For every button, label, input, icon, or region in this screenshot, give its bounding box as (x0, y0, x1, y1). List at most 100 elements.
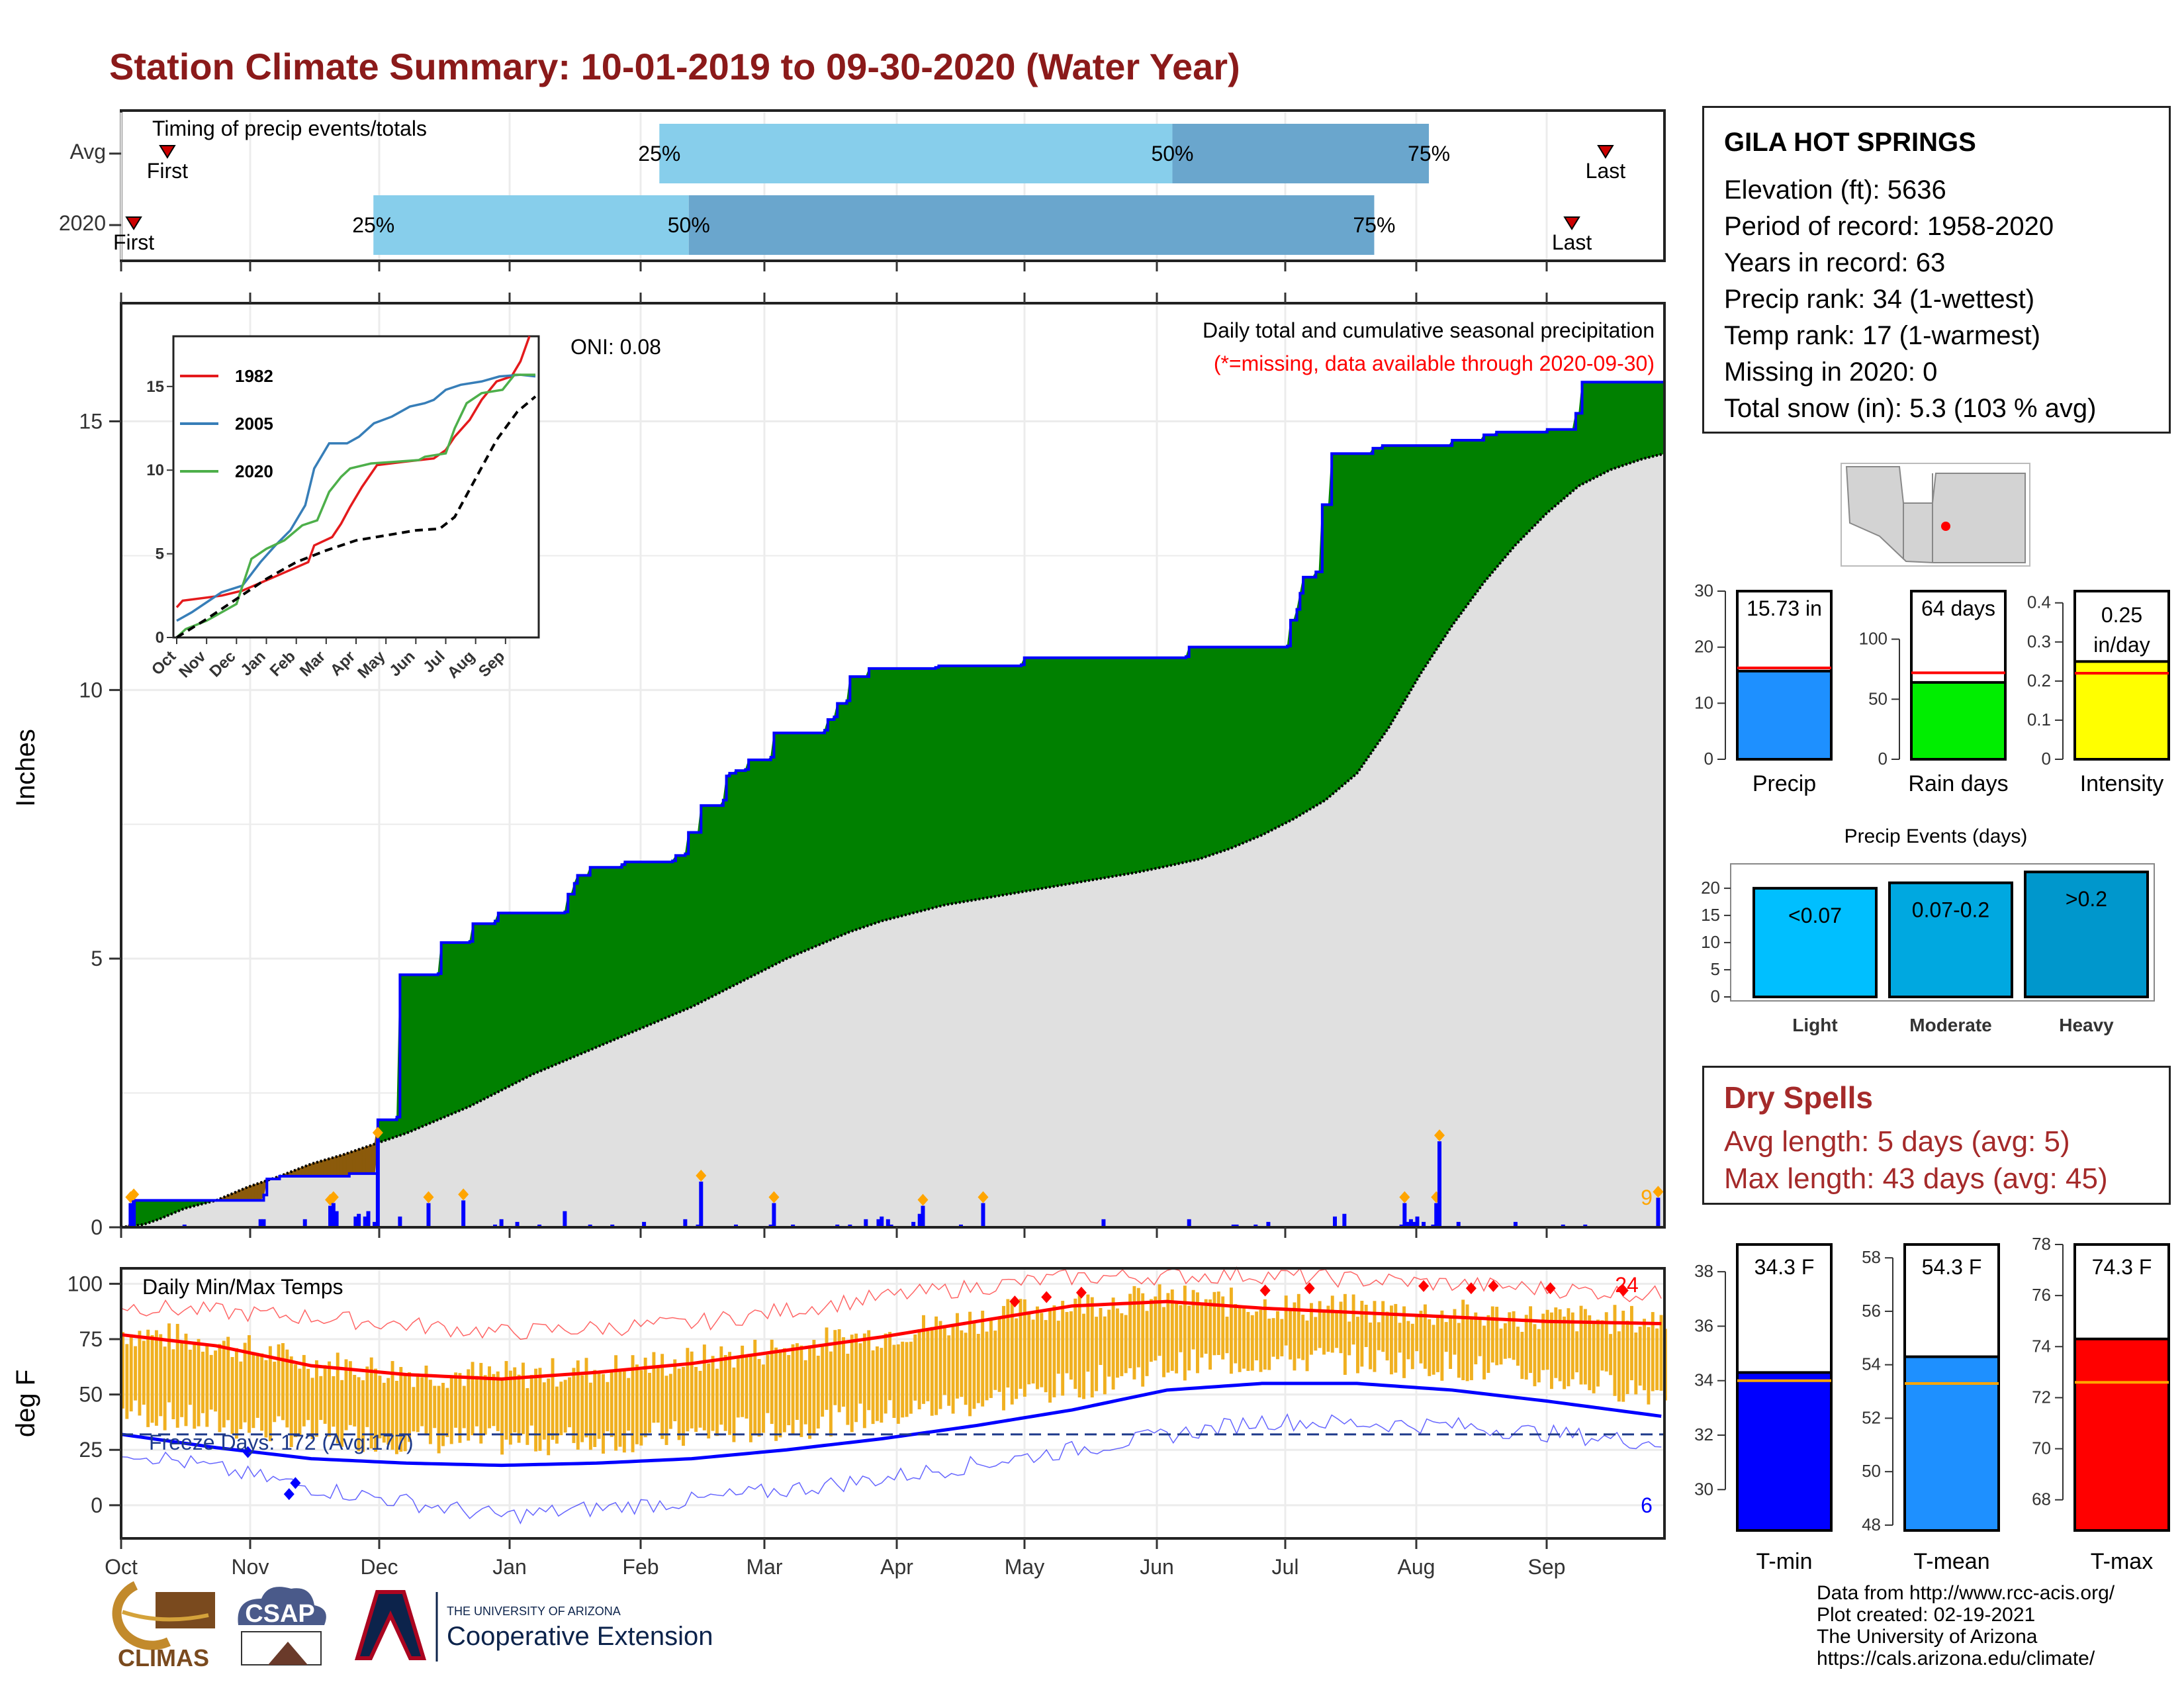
daily-temp-bar (1436, 1316, 1439, 1372)
timing-bar-25-50 (659, 124, 1173, 183)
freeze-days-label: Freeze Days: 172 (Avg:177) (149, 1430, 414, 1454)
daily-temp-bar (319, 1376, 323, 1421)
daily-temp-bar (1643, 1319, 1647, 1391)
y-tick-label: 5 (1711, 959, 1720, 979)
daily-temp-bar (1162, 1307, 1165, 1378)
daily-temp-bar (1183, 1286, 1187, 1381)
y-tick-label: 0 (1711, 986, 1720, 1006)
y-tick-label: 50 (1868, 688, 1888, 708)
daily-temp-bar (1175, 1302, 1179, 1374)
daily-temp-bar (833, 1330, 837, 1405)
daily-temp-bar (951, 1325, 955, 1414)
daily-temp-bar (1208, 1299, 1212, 1370)
daily-temp-bar (1023, 1299, 1026, 1397)
daily-temp-bar (913, 1334, 917, 1401)
daily-temp-bar (542, 1382, 546, 1440)
daily-temp-bar (1634, 1332, 1638, 1395)
daily-temp-bar (394, 1380, 398, 1454)
daily-precip-bar (917, 1213, 922, 1227)
daily-temp-bar (850, 1335, 854, 1432)
daily-precip-bar (876, 1219, 881, 1227)
snow-marker (1434, 1129, 1445, 1142)
daily-temp-bar (378, 1376, 382, 1438)
credit-line: https://cals.arizona.edu/climate/ (1817, 1648, 2095, 1669)
daily-temp-bar (602, 1374, 605, 1454)
daily-temp-bar (209, 1354, 213, 1410)
daily-temp-bar (745, 1354, 749, 1419)
daily-temp-bar (1280, 1319, 1284, 1356)
daily-temp-bar (449, 1375, 453, 1444)
credit-line: Plot created: 02-19-2021 (1817, 1604, 2036, 1626)
daily-temp-bar (1276, 1311, 1279, 1360)
ua-big-text: Cooperative Extension (447, 1622, 713, 1651)
y-tick-label: 20 (1701, 878, 1720, 898)
credit-line: Data from http://www.rcc-acis.org/ (1817, 1582, 2115, 1604)
daily-temp-bar (1524, 1315, 1528, 1380)
daily-temp-bar (483, 1375, 487, 1435)
daily-precip-bar (1422, 1221, 1426, 1227)
record-high-marker (1617, 1284, 1629, 1297)
temp-summary-value: 74.3 F (2092, 1255, 2152, 1279)
station-temp-rank: Temp rank: 17 (1-warmest) (1724, 321, 2040, 350)
daily-temp-bar (525, 1387, 529, 1445)
daily-temp-bar (1629, 1305, 1633, 1381)
daily-temp-bar (896, 1344, 900, 1424)
daily-temp-bar (1520, 1331, 1524, 1380)
daily-temp-bar (1187, 1305, 1191, 1371)
daily-temp-bar (808, 1345, 811, 1439)
daily-temp-bar (479, 1362, 483, 1444)
month-tick-label: May (1005, 1555, 1044, 1579)
daily-temp-bar (121, 1332, 124, 1409)
daily-temp-bar (1410, 1323, 1414, 1370)
daily-temp-bar (1381, 1301, 1385, 1352)
y-tick-label: 30 (1694, 581, 1713, 600)
daily-precip-bar (128, 1203, 133, 1227)
daily-precip-bar (699, 1182, 704, 1227)
daily-temp-bar (344, 1359, 348, 1430)
daily-precip-bar (1187, 1219, 1191, 1227)
daily-temp-bar (1369, 1322, 1373, 1370)
daily-temp-bar (1095, 1317, 1099, 1391)
daily-temp-bar (1537, 1329, 1541, 1383)
daily-temp-bar (328, 1361, 331, 1437)
daily-temp-bar (348, 1361, 352, 1425)
daily-precip-bar (1332, 1216, 1337, 1227)
daily-temp-bar (365, 1366, 369, 1427)
daily-temp-bar (1255, 1311, 1259, 1361)
daily-temp-bar (142, 1340, 146, 1405)
month-tick-label: Apr (880, 1555, 913, 1579)
daily-temp-bar (1394, 1303, 1398, 1373)
daily-temp-bar (909, 1341, 913, 1414)
daily-temp-bar (538, 1368, 542, 1451)
daily-temp-bar (1250, 1315, 1254, 1371)
daily-temp-bar (981, 1311, 985, 1407)
daily-temp-bar (1343, 1293, 1347, 1375)
daily-temp-bar (1263, 1299, 1267, 1370)
daily-temp-bar (1216, 1291, 1220, 1355)
daily-temp-bar (1212, 1291, 1216, 1356)
daily-temp-bar (1111, 1297, 1115, 1390)
record-max-line (120, 1266, 1662, 1340)
daily-temp-bar (1389, 1305, 1393, 1375)
observed-cumulative-line (121, 381, 1664, 1229)
first-event-marker (159, 145, 176, 159)
daily-temp-bar (660, 1354, 664, 1439)
temp-summary-label: T-min (1756, 1549, 1813, 1574)
daily-temp-bar (294, 1364, 298, 1438)
y-tick-label: 10 (79, 678, 103, 702)
daily-temp-bar (234, 1348, 238, 1439)
daily-temp-bar (643, 1357, 647, 1438)
daily-temp-bar (125, 1344, 129, 1419)
daily-temp-bar (597, 1372, 601, 1439)
inset-y-tick-label: 10 (146, 461, 164, 479)
main-count-label: 9 (1641, 1186, 1653, 1209)
daily-temp-bar (1579, 1305, 1583, 1385)
daily-temp-bar (1246, 1311, 1250, 1372)
daily-temp-bar (1478, 1317, 1482, 1356)
daily-precip-bar (768, 1224, 773, 1227)
daily-temp-bar (778, 1349, 782, 1438)
daily-temp-bar (1558, 1309, 1562, 1382)
daily-temp-bar (471, 1362, 475, 1436)
daily-precip-bar (1456, 1221, 1461, 1227)
daily-temp-bar (547, 1378, 551, 1456)
